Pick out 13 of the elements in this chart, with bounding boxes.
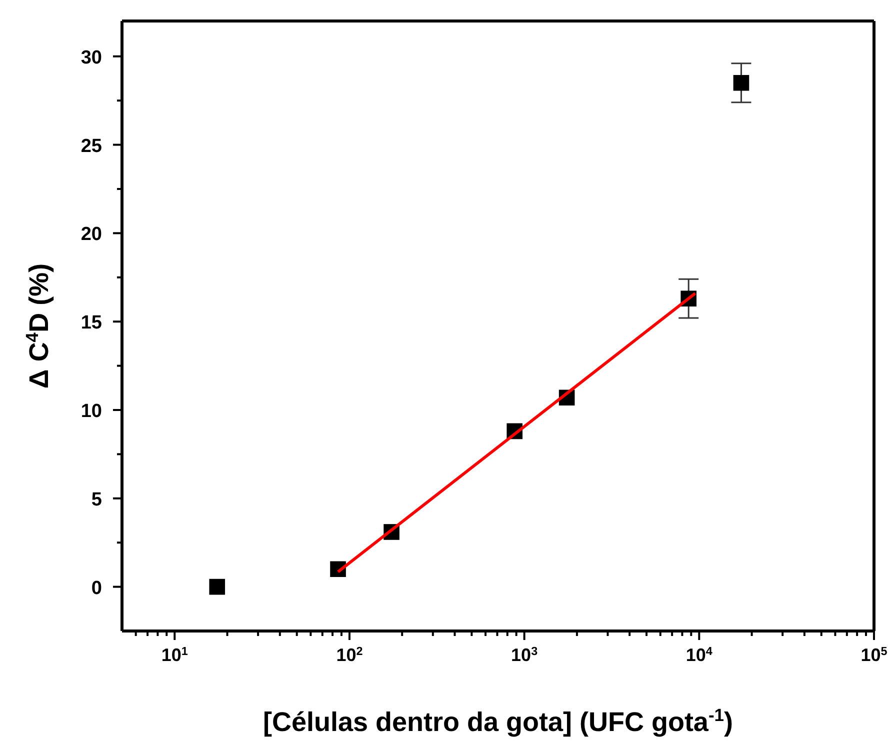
y-tick-label: 25 (80, 136, 102, 157)
x-tick-label: 10$^{5}$ (860, 644, 888, 665)
x-tick-label: 10$^{3}$ (511, 644, 538, 665)
y-tick-label: 30 (80, 47, 102, 68)
x-tick-label: 10$^{4}$ (686, 644, 713, 665)
x-axis-title: [Células dentro da gota] (UFC gota$^{-1}$) (262, 705, 734, 737)
y-tick-label: 0 (91, 578, 102, 599)
y-tick-label: 10 (80, 400, 102, 422)
y-tick-label: 15 (80, 312, 102, 334)
x-tick-label: 10$^{2}$ (336, 644, 364, 665)
y-tick-label: 5 (91, 489, 102, 510)
x-tick-label: 10$^{1}$ (161, 644, 188, 665)
y-tick-label: 20 (80, 224, 102, 246)
